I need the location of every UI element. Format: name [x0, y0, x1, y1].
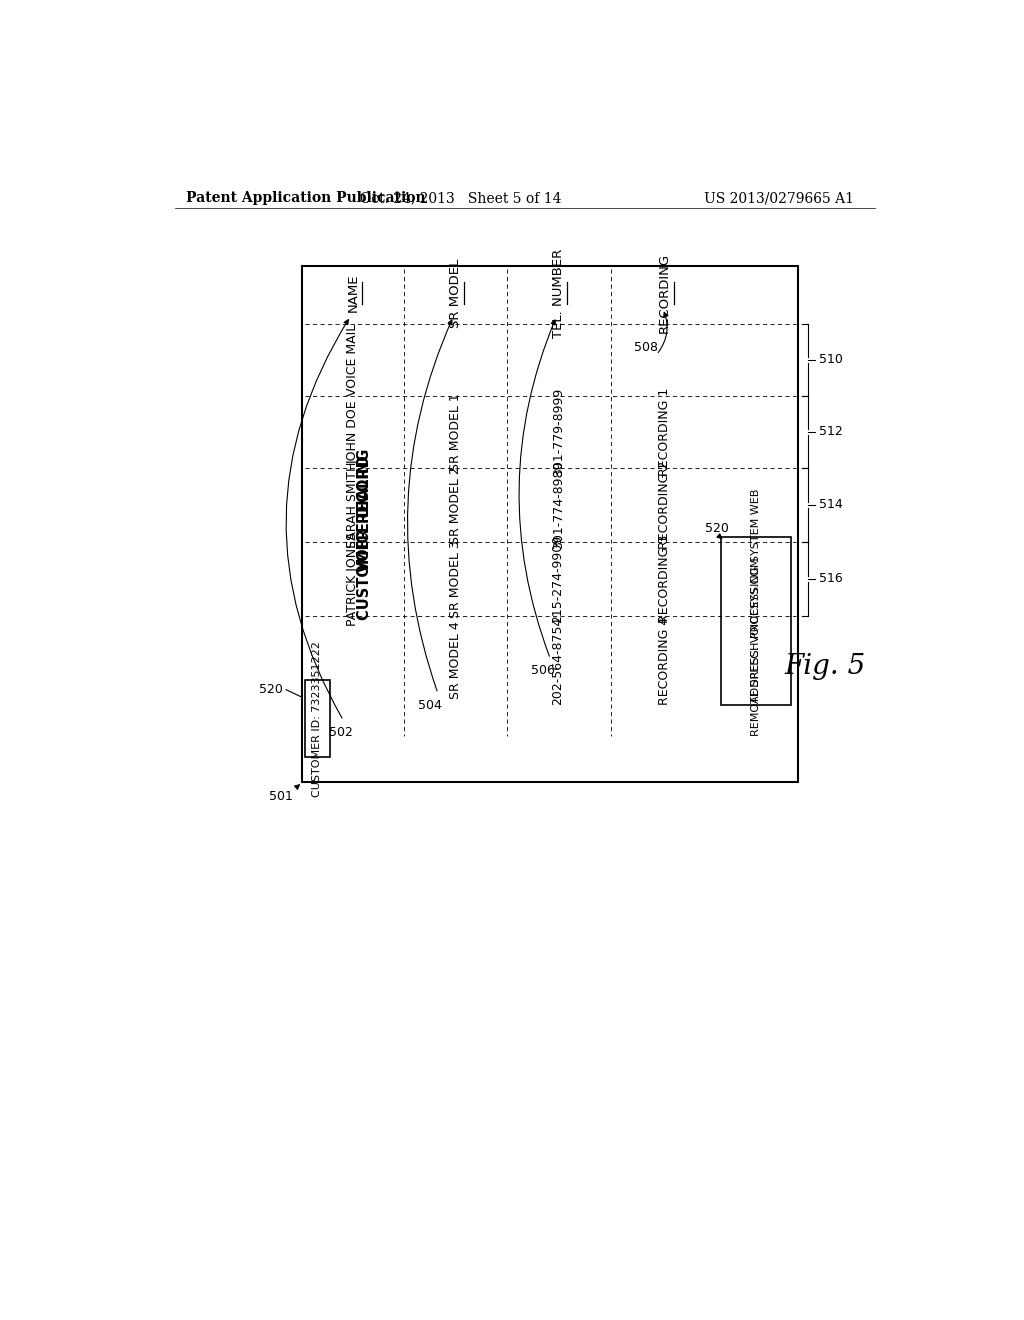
Text: 202-564-8754: 202-564-8754 [552, 616, 564, 705]
Text: 215-274-9909: 215-274-9909 [552, 535, 564, 623]
Text: US 2013/0279665 A1: US 2013/0279665 A1 [705, 191, 854, 206]
Text: 504: 504 [419, 698, 442, 711]
Text: 506: 506 [530, 664, 555, 677]
Text: SR MODEL 3: SR MODEL 3 [449, 540, 462, 618]
Text: Fig. 5: Fig. 5 [784, 653, 866, 680]
Text: SR MODEL 1: SR MODEL 1 [449, 393, 462, 471]
Text: JOHN DOE: JOHN DOE [346, 400, 359, 463]
Text: 520: 520 [706, 521, 729, 535]
Text: 512: 512 [819, 425, 843, 438]
Text: CUSTOMER ID: 7323351222: CUSTOMER ID: 7323351222 [312, 642, 323, 797]
Text: 516: 516 [819, 573, 843, 585]
Text: RECORDING 2: RECORDING 2 [657, 461, 671, 549]
Text: NAME: NAME [346, 275, 359, 313]
Bar [302, 267, 799, 781]
Text: 501: 501 [269, 789, 293, 803]
Text: VOICE MAIL: VOICE MAIL [346, 323, 359, 396]
Text: Patent Application Publication: Patent Application Publication [186, 191, 426, 206]
Text: SR MODEL: SR MODEL [449, 259, 462, 327]
Text: PATRICK JONES: PATRICK JONES [346, 532, 359, 626]
Text: SARAH SMITH: SARAH SMITH [346, 462, 359, 548]
Text: SR MODEL 4: SR MODEL 4 [449, 622, 462, 700]
Text: SR MODEL 2: SR MODEL 2 [449, 466, 462, 544]
Text: Oct. 24, 2013   Sheet 5 of 14: Oct. 24, 2013 Sheet 5 of 14 [360, 191, 562, 206]
Text: 514: 514 [819, 499, 843, 511]
Bar [305, 681, 330, 758]
Text: 520: 520 [259, 684, 283, 696]
Text: RECORDING 3: RECORDING 3 [657, 535, 671, 623]
Text: RECORDING 1: RECORDING 1 [657, 388, 671, 477]
Text: 508: 508 [634, 341, 657, 354]
Text: 301-774-8989: 301-774-8989 [552, 461, 564, 549]
Text: RECORDING 4: RECORDING 4 [657, 616, 671, 705]
Bar [721, 537, 791, 705]
Text: 301-779-8999: 301-779-8999 [552, 388, 564, 477]
Text: CUSTOMER RECORD: CUSTOMER RECORD [357, 455, 372, 620]
Text: TEL. NUMBER: TEL. NUMBER [552, 248, 564, 338]
Text: 510: 510 [819, 354, 843, 366]
Text: 502: 502 [329, 726, 353, 739]
Text: VOICE DIALING: VOICE DIALING [357, 449, 372, 572]
Text: RECORDING: RECORDING [657, 253, 671, 333]
Text: ADDRESS: VOICESYS.COM: ADDRESS: VOICESYS.COM [751, 557, 761, 704]
Text: REMOTE SPEECH PROCESSING SYSTEM WEB: REMOTE SPEECH PROCESSING SYSTEM WEB [751, 488, 761, 735]
